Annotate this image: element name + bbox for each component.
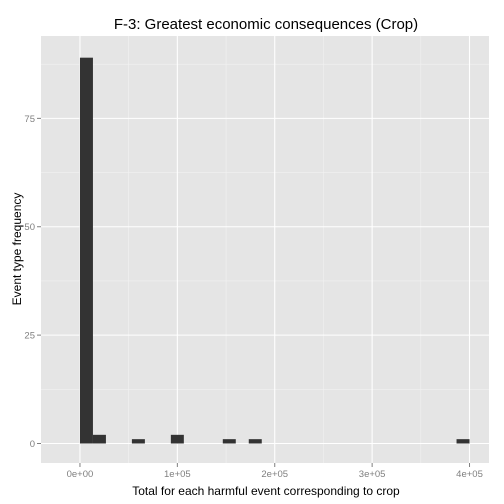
x-tick-label: 2e+05 <box>261 469 288 480</box>
histogram-bar <box>79 57 93 444</box>
histogram-bar <box>222 439 236 444</box>
x-tick-label: 0e+00 <box>67 469 94 480</box>
y-axis-label: Event type frequency <box>10 193 24 306</box>
y-tick-label: 75 <box>24 114 35 125</box>
histogram-bar <box>131 439 145 444</box>
bars-group <box>79 57 470 444</box>
y-tick-label: 25 <box>24 331 35 342</box>
y-tick-label: 50 <box>24 222 35 233</box>
chart-title: F-3: Greatest economic consequences (Cro… <box>114 16 418 33</box>
x-axis-ticks: 0e+00 1e+05 2e+05 3e+05 4e+05 <box>67 463 483 480</box>
y-axis-ticks: 0 25 50 75 <box>24 114 41 450</box>
histogram-bar <box>248 439 262 444</box>
x-tick-label: 4e+05 <box>456 469 483 480</box>
histogram-bar <box>92 434 106 444</box>
histogram-bar <box>170 434 184 444</box>
x-tick-label: 1e+05 <box>164 469 191 480</box>
histogram-bar <box>456 439 470 444</box>
plot-panel <box>41 36 489 463</box>
x-axis-label: Total for each harmful event correspondi… <box>132 484 400 498</box>
x-tick-label: 3e+05 <box>359 469 386 480</box>
panel-background <box>41 36 489 463</box>
y-tick-label: 0 <box>30 439 35 450</box>
